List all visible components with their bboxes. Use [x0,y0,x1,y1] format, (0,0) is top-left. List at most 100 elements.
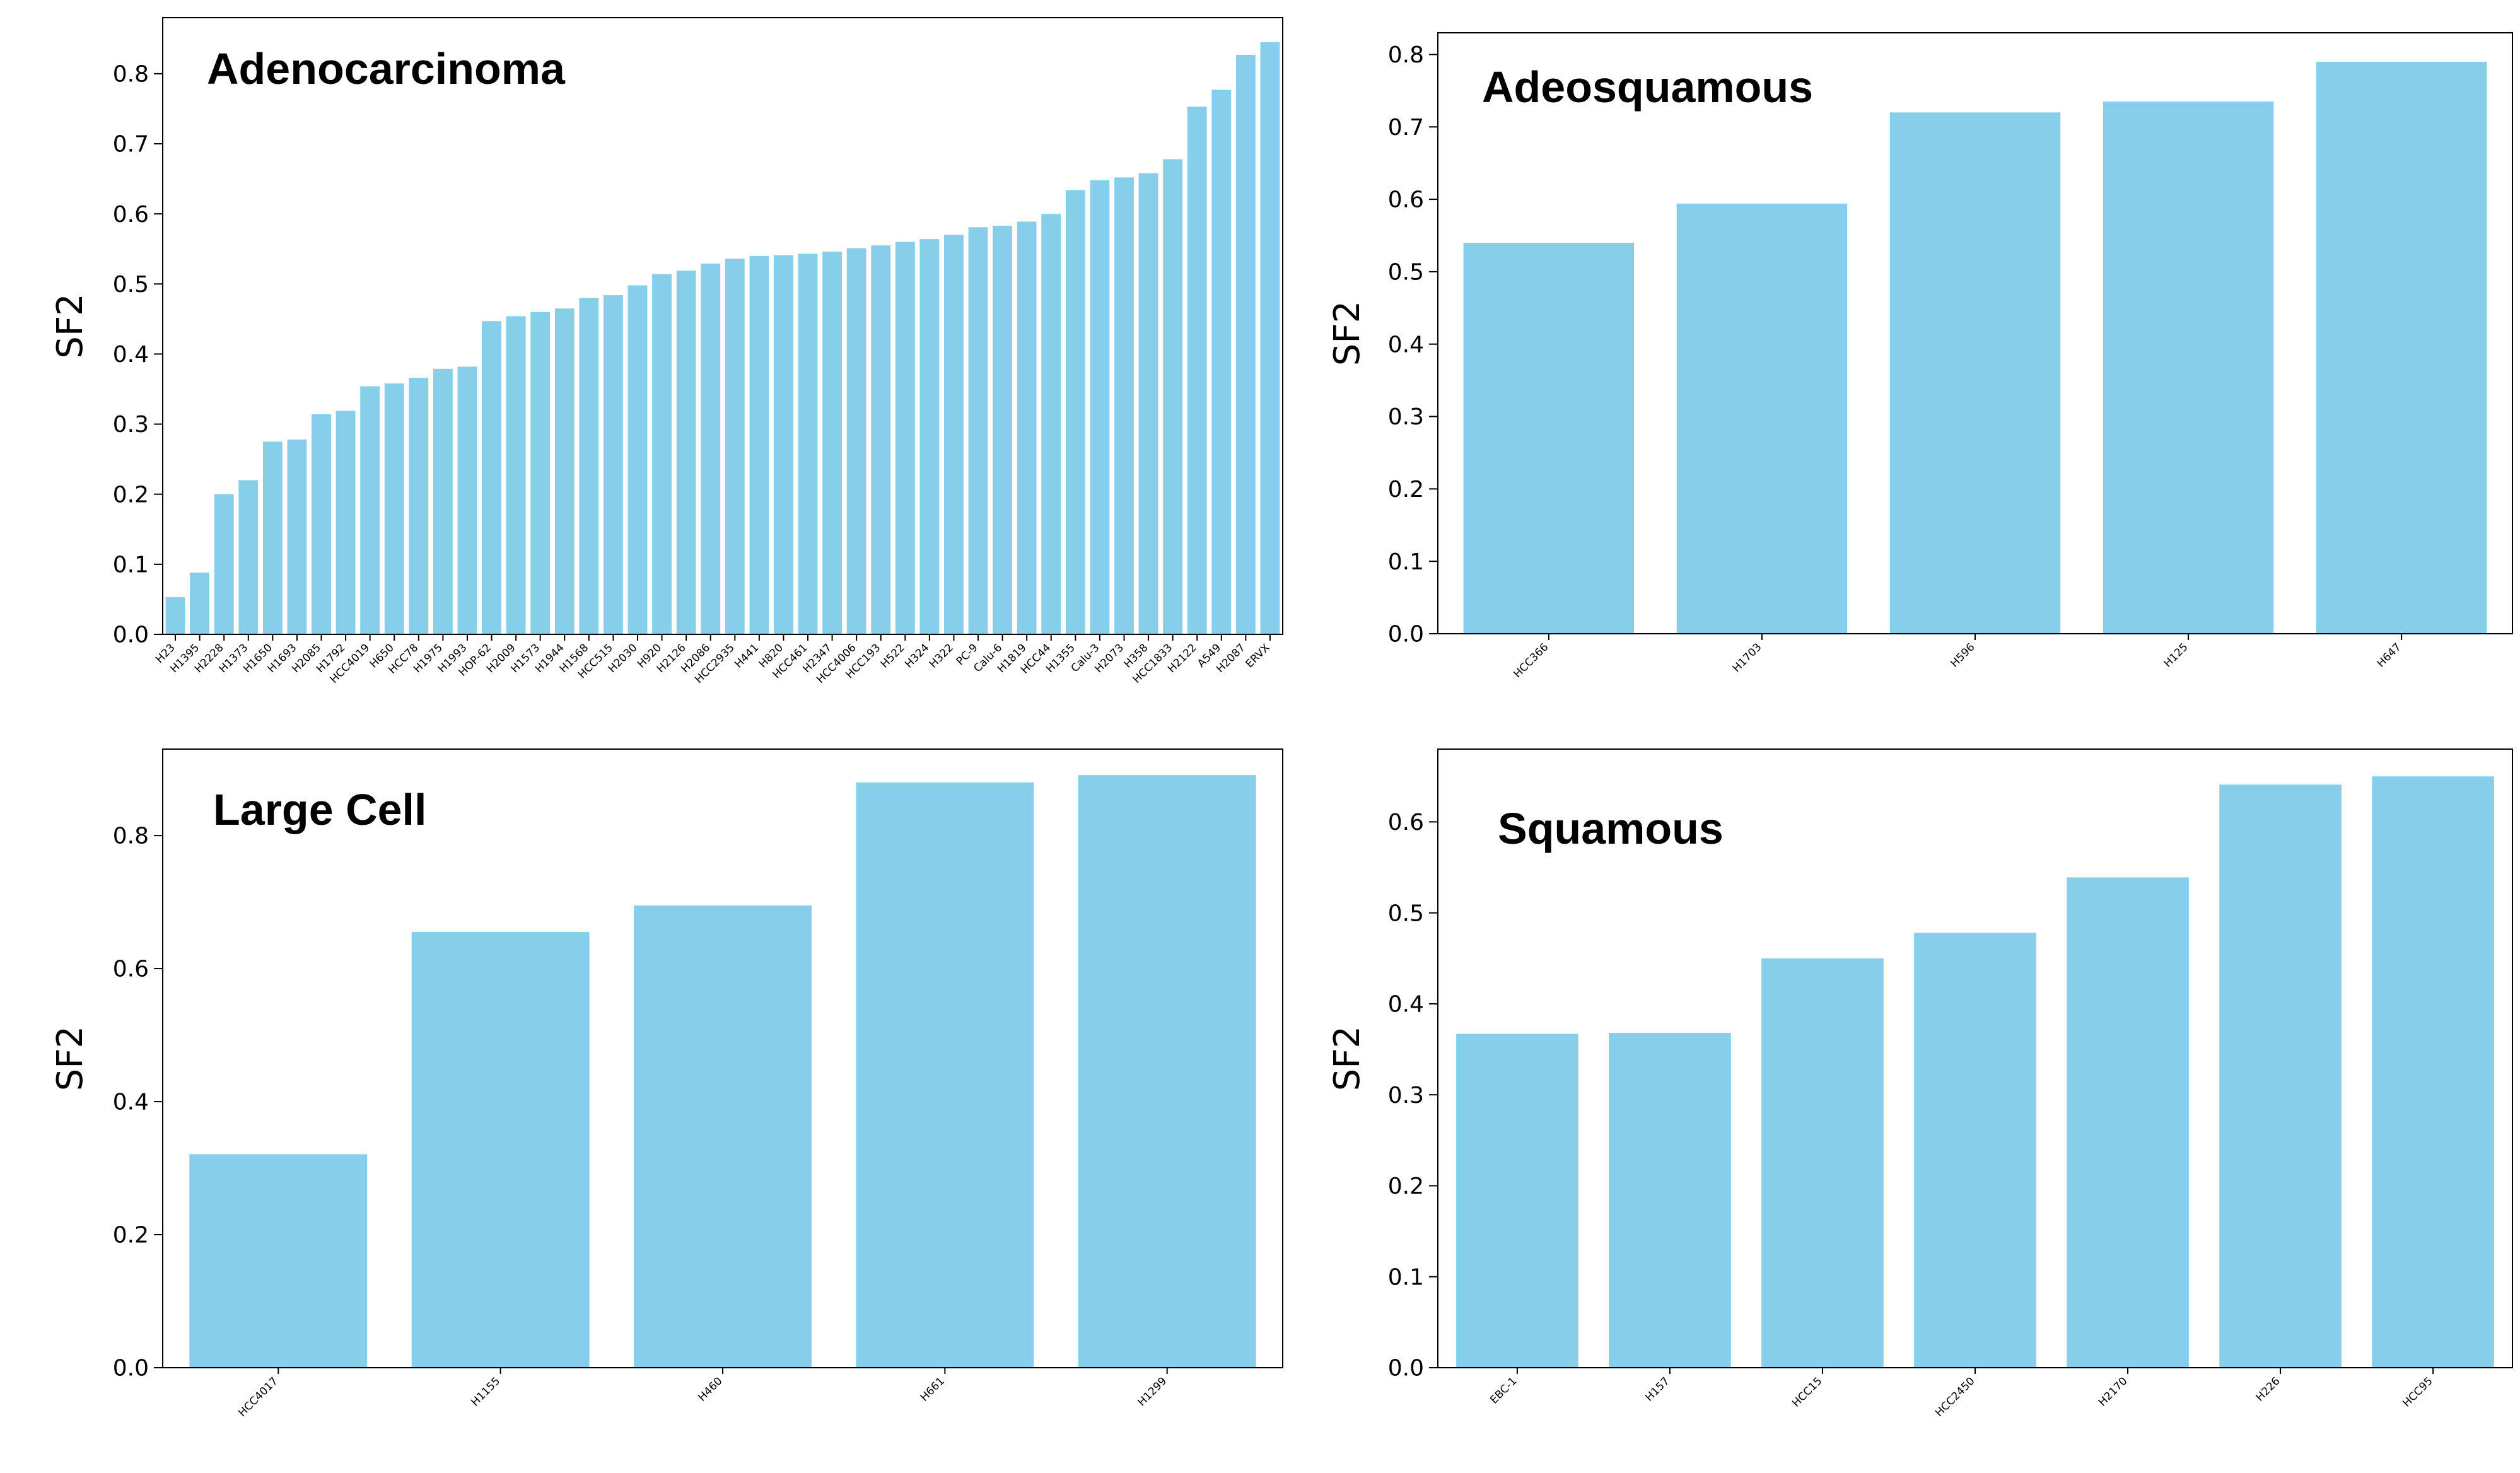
adenocarcinoma-bar-hcc461 [798,253,818,634]
large-cell-bar-h460 [634,905,812,1368]
squamous-bar-hcc2450 [1914,933,2036,1368]
adenocarcinoma-bar-h1373 [238,480,259,634]
squamous-bar-h2170 [2067,877,2189,1368]
adenocarcinoma-bar-h522 [895,242,915,634]
adenocarcinoma-bar-h2347 [822,252,843,635]
adeosquamous-bar-h1703 [1676,203,1848,634]
large-cell-y-tick-label: 0.8 [113,824,149,849]
adeosquamous-x-tick-label: H596 [1948,641,1977,670]
adenocarcinoma-bar-hcc193 [871,245,891,634]
adenocarcinoma-bar-h2087 [1235,54,1256,634]
large-cell-x-tick-label: HCC4017 [236,1375,281,1419]
adeosquamous-x-tick-label: H647 [2375,641,2404,670]
large-cell-x-tick-label: H661 [918,1375,947,1404]
adeosquamous-x-tick-label: H125 [2161,641,2190,670]
adenocarcinoma-bar-hcc1833 [1163,159,1183,634]
adenocarcinoma-y-tick-label: 0.7 [113,132,149,158]
adenocarcinoma-y-axis-label: SF2 [50,293,91,358]
adenocarcinoma-bar-h2126 [676,271,696,634]
adenocarcinoma-y-tick-label: 0.8 [113,62,149,88]
adenocarcinoma-y-tick-label: 0.4 [113,342,149,368]
adenocarcinoma-chart: 0.00.10.20.30.40.50.60.70.8H23H1395H2228… [50,17,1283,686]
adenocarcinoma-bar-h820 [774,255,793,634]
squamous-x-tick-label: HCC2450 [1933,1375,1978,1419]
adenocarcinoma-bar-hcc4006 [846,248,866,634]
squamous-bar-h226 [2219,784,2342,1368]
adenocarcinoma-bar-h23 [165,597,185,634]
squamous-x-tick-label: H2170 [2096,1375,2130,1409]
adenocarcinoma-bar-a549 [1211,90,1232,634]
large-cell-y-tick-label: 0.4 [113,1090,149,1115]
large-cell-bar-hcc4017 [189,1154,368,1368]
large-cell-y-tick-label: 0.2 [113,1223,149,1249]
adenocarcinoma-x-tick-label: H522 [878,641,907,670]
squamous-x-tick-label: H157 [1643,1375,1672,1404]
adenocarcinoma-bar-h322 [944,235,964,635]
squamous-bar-hcc15 [1761,958,1884,1368]
adeosquamous-chart: 0.0 0.1 0.2 0.3 0.4 0.5 0.6 0.7 0.8 HCC366 H1703 H5… [1327,32,2513,680]
adenocarcinoma-y-tick-label: 0.1 [113,552,149,578]
adenocarcinoma-y-tick-label: 0.0 [113,622,149,648]
adenocarcinoma-bar-h1693 [287,440,307,634]
adeosquamous-y-tick-label: 0.1 [1388,549,1424,575]
squamous-y-tick-label: 0.4 [1388,992,1424,1018]
adeosquamous-bar-h647 [2316,61,2487,634]
adeosquamous-title: Adeosquamous [1482,62,1813,112]
adenocarcinoma-x-tick-label: H324 [902,641,931,670]
adenocarcinoma-bar-hcc78 [409,378,429,634]
squamous-x-tick-label: EBC-1 [1488,1375,1519,1406]
adenocarcinoma-bar-h1944 [554,308,575,634]
adenocarcinoma-bar-hop-62 [482,321,501,634]
adeosquamous-x-tick-label: H1703 [1730,641,1765,675]
squamous-bar-h157 [1609,1033,1731,1368]
adenocarcinoma-bar-h2009 [506,316,526,634]
squamous-y-tick-label: 0.1 [1388,1264,1424,1290]
adenocarcinoma-plot-frame [162,17,1283,635]
large-cell-x-tick-label: H1299 [1135,1375,1169,1409]
adenocarcinoma-bar-hcc515 [603,295,623,635]
adenocarcinoma-bar-h2085 [312,414,331,634]
large-cell-y-axis-label: SF2 [50,1026,91,1091]
squamous-bar-hcc95 [2372,776,2494,1368]
squamous-title: Squamous [1498,804,1724,853]
adenocarcinoma-bar-pc-9 [968,227,988,634]
adenocarcinoma-bar-h2030 [627,285,648,635]
large-cell-y-tick-label: 0.0 [113,1356,149,1382]
adeosquamous-x-tick-label: HCC366 [1511,641,1551,680]
adeosquamous-y-tick-label: 0.0 [1388,622,1424,648]
adeosquamous-y-tick-label: 0.4 [1388,332,1424,358]
large-cell-y-tick-label: 0.6 [113,957,149,982]
squamous-x-tick-label: H226 [2253,1375,2282,1404]
adenocarcinoma-y-tick-label: 0.6 [113,202,149,228]
squamous-y-tick-label: 0.5 [1388,900,1424,926]
squamous-y-tick-label: 0.0 [1388,1356,1424,1382]
adenocarcinoma-y-tick-label: 0.5 [113,272,149,298]
adenocarcinoma-bar-calu-3 [1090,180,1110,634]
squamous-y-tick-label: 0.6 [1388,810,1424,835]
adenocarcinoma-x-tick-label: H441 [732,641,761,670]
adeosquamous-y-tick-label: 0.5 [1388,260,1424,286]
adenocarcinoma-bar-h650 [384,383,404,634]
adenocarcinoma-y-tick-label: 0.3 [113,412,149,438]
adeosquamous-y-tick-label: 0.8 [1388,42,1424,68]
squamous-x-tick-label: HCC95 [2400,1375,2435,1409]
adenocarcinoma-bar-h1792 [335,410,356,634]
adeosquamous-y-tick-label: 0.6 [1388,187,1424,213]
adenocarcinoma-bar-hcc4019 [360,386,380,634]
adeosquamous-bar-h596 [1889,112,2061,634]
squamous-y-tick-label: 0.3 [1388,1083,1424,1109]
adenocarcinoma-bar-h2122 [1187,107,1207,634]
adeosquamous-bar-h125 [2103,102,2274,634]
adenocarcinoma-bar-hcc44 [1041,214,1061,634]
squamous-bar-ebc-1 [1456,1033,1578,1368]
large-cell-bar-h661 [856,782,1034,1368]
adenocarcinoma-bar-h1573 [530,311,551,634]
adeosquamous-y-tick-label: 0.3 [1388,404,1424,430]
large-cell-bar-h1299 [1078,775,1256,1368]
adeosquamous-y-axis-label: SF2 [1327,301,1368,366]
adenocarcinoma-bar-h1650 [262,441,283,634]
squamous-chart: 0.0 0.1 0.2 0.3 0.4 0.5 0.6 EBC-1 H157 HCC15 HCC24… [1327,748,2513,1419]
large-cell-chart: 0.0 0.2 0.4 0.6 0.8 HCC4017 H1155 H460 H661 H1299… [50,748,1283,1419]
large-cell-x-tick-label: H1155 [469,1375,503,1409]
large-cell-bar-h1155 [411,932,590,1368]
